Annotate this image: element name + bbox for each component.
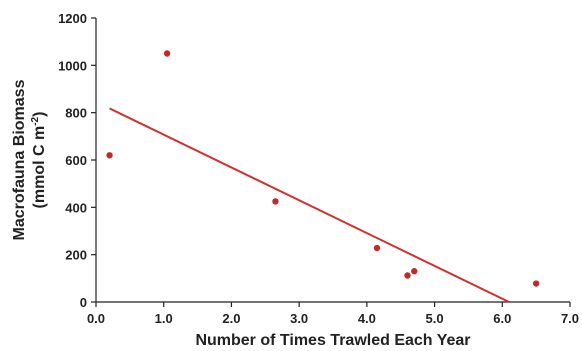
x-tick-label: 0.0 bbox=[87, 311, 105, 326]
points-group bbox=[106, 50, 540, 287]
x-ticks: 0.0 1.0 2.0 3.0 4.0 5.0 6.0 7.0 bbox=[87, 302, 579, 326]
y-tick-label: 1200 bbox=[58, 11, 87, 26]
y-tick-label: 800 bbox=[65, 106, 87, 121]
y-tick-label: 600 bbox=[65, 153, 87, 168]
data-point bbox=[404, 272, 411, 279]
data-point bbox=[411, 268, 418, 275]
y-ticks: 0 200 400 600 800 1000 1200 bbox=[58, 11, 96, 310]
y-tick-label: 200 bbox=[65, 248, 87, 263]
x-tick-label: 6.0 bbox=[493, 311, 511, 326]
y-axis-units: (mmol C m-2) bbox=[30, 112, 48, 209]
axes bbox=[95, 18, 570, 303]
x-tick-label: 2.0 bbox=[222, 311, 240, 326]
x-axis-title: Number of Times Trawled Each Year bbox=[195, 332, 470, 349]
x-tick-label: 4.0 bbox=[358, 311, 376, 326]
x-tick-label: 5.0 bbox=[426, 311, 444, 326]
data-point bbox=[373, 244, 381, 252]
y-units-prefix: (mmol C m bbox=[31, 126, 48, 209]
y-tick-label: 1000 bbox=[58, 58, 87, 73]
x-tick-label: 1.0 bbox=[155, 311, 173, 326]
x-tick-label: 3.0 bbox=[290, 311, 308, 326]
data-point bbox=[272, 198, 279, 205]
regression-group bbox=[109, 107, 510, 303]
y-units-exponent: -2 bbox=[30, 116, 41, 125]
data-point bbox=[163, 50, 171, 57]
y-axis-title: Macrofauna Biomass bbox=[11, 79, 28, 240]
y-tick-label: 0 bbox=[80, 295, 87, 310]
y-axis-title-line1-group: Macrofauna Biomass bbox=[11, 79, 28, 240]
data-point bbox=[106, 152, 113, 159]
data-point bbox=[532, 280, 540, 287]
y-axis-title-line2-group: (mmol C m-2) bbox=[30, 112, 48, 209]
regression-line bbox=[109, 107, 510, 303]
y-units-suffix: ) bbox=[31, 112, 48, 117]
y-tick-label: 400 bbox=[65, 200, 87, 215]
x-tick-label: 7.0 bbox=[561, 311, 579, 326]
